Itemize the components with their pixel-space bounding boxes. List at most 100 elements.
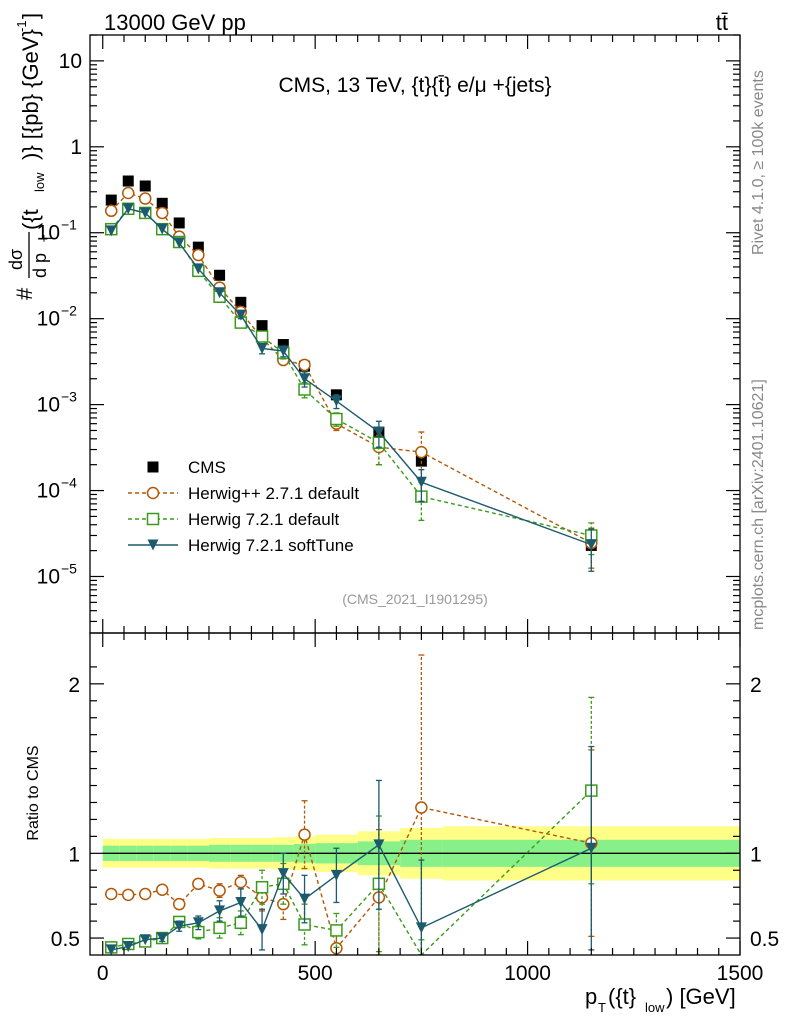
main-herwig721-point [255, 330, 269, 343]
main-cms-point [256, 320, 268, 332]
main-herwigpp-point [155, 206, 169, 220]
ratio-herwigpp-point [192, 877, 205, 891]
ratio-herwigpp-point [298, 828, 311, 841]
ratio-panel: 0.5 0.5 1 1 2 2 0 500 1000 1500 Ratio to CMS p T … [25, 632, 779, 1015]
ratio-y-tick-label-right: 2 [750, 674, 762, 697]
ratio-x-tick-label: 0 [97, 962, 109, 985]
legend-herwigpp-marker [146, 486, 160, 500]
ratio-herwigpp-point [213, 884, 226, 897]
main-herwigpp-point [138, 192, 152, 205]
main-plot-content [104, 175, 598, 572]
main-cms-point [139, 180, 151, 192]
main-softtune-point [585, 539, 597, 551]
ratio-x-tick-label: 1500 [717, 962, 764, 985]
ratio-panel-frame [89, 632, 741, 956]
main-herwigpp-point [192, 248, 205, 262]
main-cms-point [192, 241, 204, 253]
main-cms-point [214, 269, 226, 281]
main-softtune-point [277, 345, 289, 357]
ratio-y-tick-label-right: 0.5 [750, 928, 779, 951]
x-label-low-sub: low [645, 1000, 665, 1015]
main-softtune-point [256, 342, 268, 354]
main-y-tick-exponent: −3 [61, 389, 77, 405]
main-y-axis-label: # dσ d p T ({t low )} [{pb} {GeV} -1 ] [6, 13, 55, 300]
main-y-tick-exponent: −2 [61, 303, 77, 319]
ratio-softtune-point [585, 842, 597, 854]
ratio-herwigpp-point [138, 887, 152, 901]
ratio-softtune-point [139, 934, 151, 946]
main-softtune-point [415, 476, 427, 488]
ratio-y-tick-label-left: 2 [68, 674, 80, 697]
ratio-softtune-point [235, 896, 247, 908]
main-softtune-point [156, 223, 168, 235]
main-cms-point [105, 194, 117, 206]
main-softtune-point [105, 225, 117, 237]
main-softtune-point [192, 263, 204, 275]
ratio-softtune-point [373, 839, 385, 851]
main-softtune-point [139, 207, 151, 219]
legend: CMS Herwig++ 2.7.1 default Herwig 7.2.1 de… [128, 458, 359, 555]
main-softtune-point [173, 237, 185, 249]
main-series-group [104, 175, 598, 572]
legend-softtune-label: Herwig 7.2.1 softTune [188, 536, 354, 555]
ratio-softtune-point [173, 920, 185, 932]
ratio-herwigpp-point [104, 887, 118, 901]
ratio-softtune-point [277, 868, 289, 880]
ratio-y-tick-label-left: 0.5 [51, 928, 80, 951]
x-label-mid: ({t} [608, 984, 636, 1009]
main-cms-point [156, 197, 168, 209]
ratio-softtune-point [299, 893, 311, 905]
main-herwigpp-point [415, 445, 428, 459]
ratio-herwig721-point [330, 924, 343, 937]
mcplots-label: mcplots.cern.ch [arXiv:2401.10621] [750, 379, 767, 630]
main-cms-point [122, 175, 134, 187]
ratio-softtune-point [105, 944, 117, 955]
ratio-herwigpp-point [121, 888, 135, 902]
main-y-tick-label: 10 [37, 394, 60, 417]
legend-cms-label: CMS [188, 458, 226, 477]
ratio-softtune-point [415, 922, 427, 934]
ratio-axis-ticks: 0.5 0.5 1 1 2 2 0 500 1000 1500 [51, 633, 779, 985]
main-y-tick-exponent: −1 [61, 217, 77, 233]
ratio-herwig721-point [234, 916, 248, 930]
main-y-tick-exponent: −5 [61, 560, 77, 576]
main-softtune-point [373, 426, 385, 438]
ratio-x-tick-label: 1000 [504, 962, 551, 985]
ratio-y-axis-label: Ratio to CMS [25, 745, 42, 840]
main-herwigpp-point [104, 204, 118, 218]
main-y-label-tail-sup: -1 [14, 20, 29, 32]
ratio-softtune-point [256, 924, 268, 936]
main-y-label-den-sub: T [41, 234, 55, 242]
main-y-tick-label: 1 [70, 136, 82, 159]
ratio-herwig721-point [213, 921, 226, 935]
x-label-tail: ) [GeV] [666, 984, 736, 1009]
ratio-series-group [104, 654, 598, 955]
main-herwig721-point [330, 412, 343, 426]
main-y-label-denominator: d p [30, 253, 50, 278]
x-label-p: p [585, 984, 597, 1009]
main-y-tick-exponent: −4 [61, 475, 77, 491]
main-herwigpp-point [121, 186, 135, 200]
ratio-softtune-point [214, 905, 226, 917]
ratio-y-tick-label-left: 1 [68, 843, 80, 866]
legend-softtune-marker [147, 539, 159, 551]
x-axis-label: p T ({t} low ) [GeV] [585, 984, 736, 1015]
main-softtune-point [330, 395, 342, 407]
main-softtune-point [122, 203, 134, 215]
ratio-herwigpp-point [172, 897, 186, 911]
ratio-plot-content [102, 654, 740, 955]
main-cms-point [235, 296, 247, 308]
main-cms-point [277, 339, 289, 351]
main-y-label-tail: )} [{pb} {GeV} [18, 29, 43, 160]
main-y-tick-label: 10 [37, 565, 60, 588]
ratio-softtune-point [122, 941, 134, 953]
header-beam-label: 13000 GeV pp [104, 10, 246, 35]
main-cms-point [173, 217, 185, 229]
analysis-watermark: (CMS_2021_I1901295) [342, 591, 488, 607]
legend-cms-marker [147, 461, 159, 473]
legend-herwigpp-label: Herwig++ 2.7.1 default [188, 484, 359, 503]
main-y-tick-label: 10 [37, 222, 60, 245]
main-y-tick-label: 10 [59, 50, 82, 73]
